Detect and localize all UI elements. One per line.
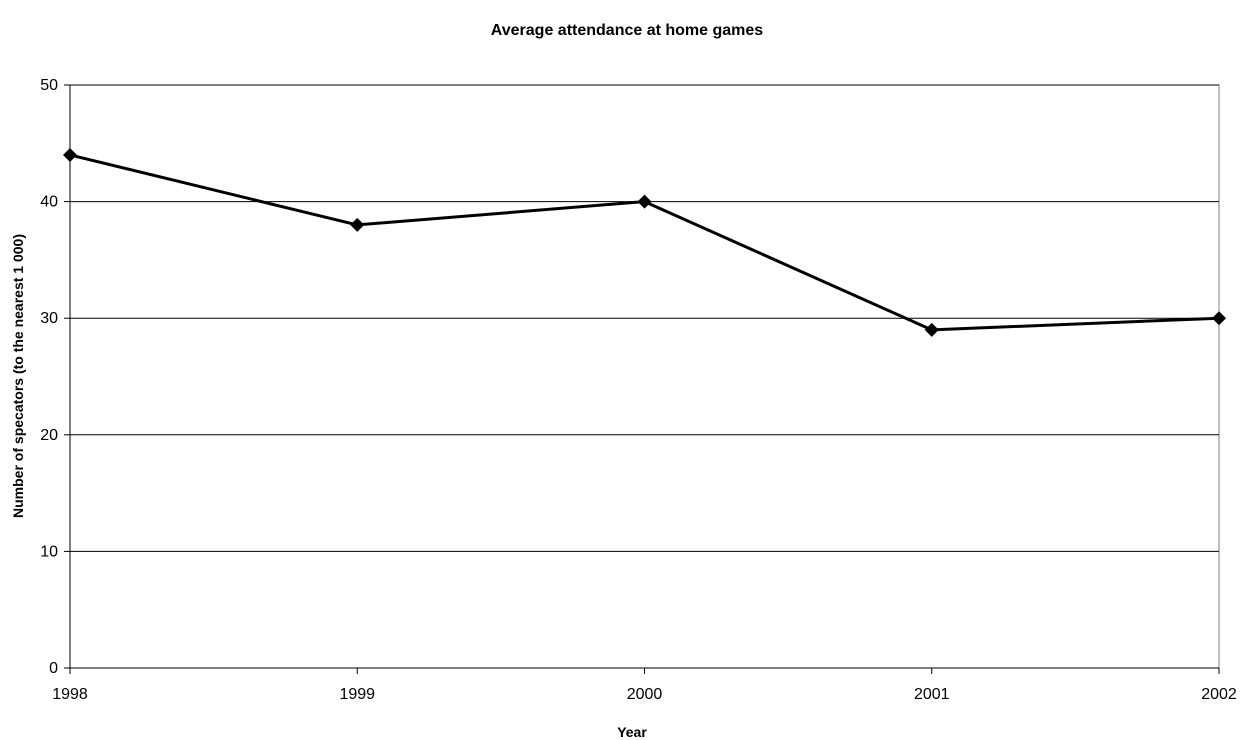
x-tick-label-2000: 2000 <box>627 686 663 703</box>
data-point-2001 <box>924 322 939 337</box>
x-tick-label-1999: 1999 <box>339 686 375 703</box>
plot-area-frame <box>69 84 1220 669</box>
series-line <box>69 153 1220 332</box>
x-axis-label: Year <box>617 724 647 740</box>
y-tick-label-0: 0 <box>49 660 58 677</box>
y-tick-label-30: 30 <box>40 310 58 327</box>
x-tick-label-2002: 2002 <box>1201 686 1237 703</box>
gridlines <box>69 84 1220 669</box>
y-tick-label-40: 40 <box>40 194 58 211</box>
data-point-1998 <box>63 147 77 162</box>
tick-labels: 0 10 20 30 40 50 1998 1999 2000 2001 2002 <box>40 77 1237 703</box>
chart-title: Average attendance at home games <box>491 22 764 39</box>
y-tick-label-10: 10 <box>40 543 58 560</box>
y-axis-label: Number of specators (to the nearest 1 00… <box>10 234 26 518</box>
y-tick-label-50: 50 <box>40 77 58 94</box>
axes <box>64 84 1220 674</box>
data-point-2000 <box>637 194 652 209</box>
y-tick-label-20: 20 <box>40 427 58 444</box>
data-point-1999 <box>350 217 365 232</box>
data-point-2002 <box>1212 311 1226 326</box>
x-tick-label-1998: 1998 <box>52 686 88 703</box>
series <box>63 147 1226 337</box>
x-tick-label-2001: 2001 <box>914 686 950 703</box>
